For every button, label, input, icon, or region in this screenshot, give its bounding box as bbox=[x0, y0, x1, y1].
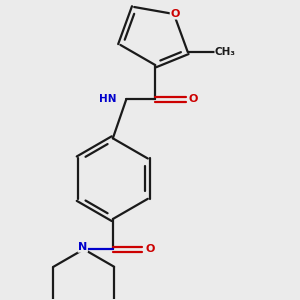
Text: O: O bbox=[188, 94, 198, 104]
Text: CH₃: CH₃ bbox=[215, 47, 236, 57]
Text: HN: HN bbox=[99, 94, 117, 104]
Text: O: O bbox=[146, 244, 155, 254]
Text: N: N bbox=[78, 242, 87, 252]
Text: O: O bbox=[170, 9, 180, 19]
